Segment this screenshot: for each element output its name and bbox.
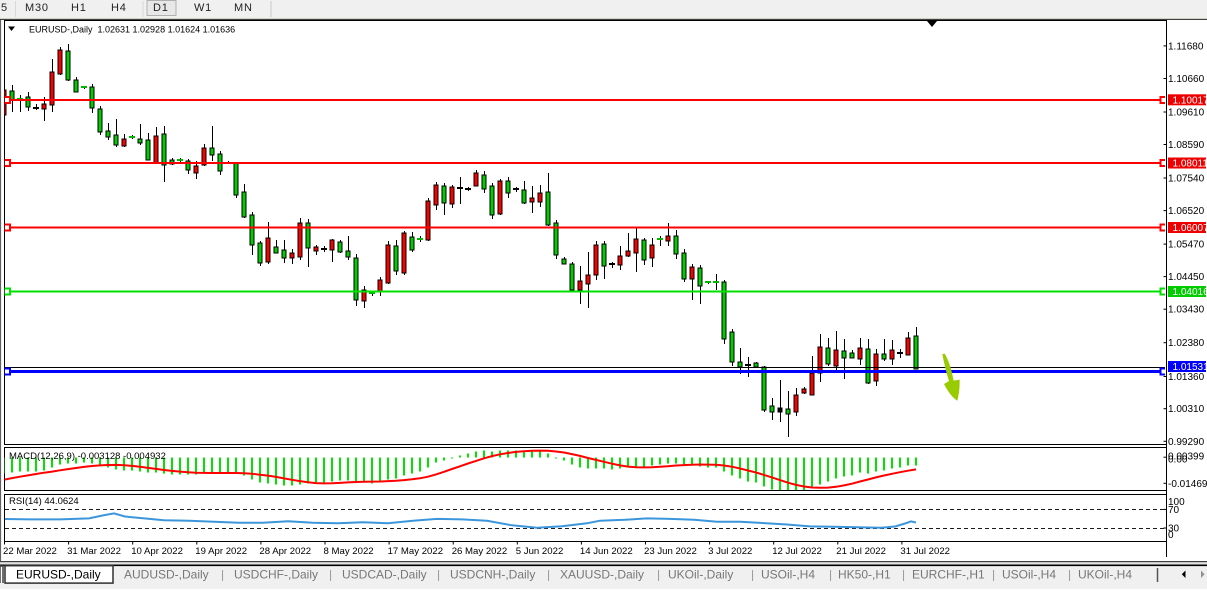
svg-text:1.08011: 1.08011	[1173, 159, 1207, 170]
svg-text:10 Apr 2022: 10 Apr 2022	[131, 546, 183, 557]
svg-text:1.01360: 1.01360	[1168, 372, 1205, 383]
svg-text:31 Jul 2022: 31 Jul 2022	[900, 546, 950, 557]
svg-text:USOil-,H4: USOil-,H4	[1002, 568, 1056, 582]
svg-text:0.99290: 0.99290	[1168, 437, 1205, 448]
svg-text:1.03430: 1.03430	[1168, 305, 1205, 316]
svg-text:HK50-,H1: HK50-,H1	[838, 568, 891, 582]
svg-text:M30: M30	[25, 2, 49, 14]
svg-text:EURUSD-,Daily 1.02631 1.02928: EURUSD-,Daily 1.02631 1.02928 1.01624 1.…	[29, 25, 235, 35]
svg-text:|: |	[992, 568, 995, 582]
svg-text:1.11680: 1.11680	[1168, 41, 1204, 52]
svg-text:1.06007: 1.06007	[1173, 223, 1207, 234]
svg-text:1.02380: 1.02380	[1168, 338, 1205, 349]
svg-text:|: |	[657, 568, 660, 582]
svg-text:MACD(12,26,9) -0.003128 -0.004: MACD(12,26,9) -0.003128 -0.004932	[9, 451, 166, 462]
svg-text:RSI(14) 44.0624: RSI(14) 44.0624	[9, 496, 79, 507]
svg-text:1.06520: 1.06520	[1168, 206, 1205, 217]
svg-text:5 Jun 2022: 5 Jun 2022	[516, 546, 563, 557]
svg-text:|: |	[902, 568, 905, 582]
svg-text:12 Jul 2022: 12 Jul 2022	[772, 546, 822, 557]
svg-text:26 May 2022: 26 May 2022	[452, 546, 507, 557]
svg-text:USDCHF-,Daily: USDCHF-,Daily	[234, 568, 318, 582]
svg-text:D1: D1	[153, 2, 169, 14]
svg-text:70: 70	[1168, 505, 1180, 516]
svg-text:H4: H4	[111, 2, 127, 14]
svg-text:31 Mar 2022: 31 Mar 2022	[67, 546, 121, 557]
svg-text:|: |	[437, 568, 440, 582]
svg-text:1.09610: 1.09610	[1168, 108, 1205, 119]
svg-text:22 Mar 2022: 22 Mar 2022	[3, 546, 57, 557]
svg-text:14 Jun 2022: 14 Jun 2022	[580, 546, 633, 557]
svg-text:0: 0	[1168, 530, 1174, 541]
svg-text:3 Jul 2022: 3 Jul 2022	[708, 546, 752, 557]
svg-text:19 Apr 2022: 19 Apr 2022	[195, 546, 247, 557]
svg-text:1.10017: 1.10017	[1173, 95, 1207, 106]
svg-text:MN: MN	[234, 2, 253, 14]
svg-text:XAUUSD-,Daily: XAUUSD-,Daily	[560, 568, 644, 582]
svg-text:UKOil-,H4: UKOil-,H4	[1078, 568, 1132, 582]
svg-text:5: 5	[1, 2, 8, 14]
svg-text:AUDUSD-,Daily: AUDUSD-,Daily	[124, 568, 209, 582]
svg-text:1.05470: 1.05470	[1168, 240, 1205, 251]
svg-text:21 Jul 2022: 21 Jul 2022	[836, 546, 886, 557]
svg-text:8 May 2022: 8 May 2022	[324, 546, 374, 557]
svg-text:W1: W1	[194, 2, 212, 14]
svg-text:|: |	[221, 568, 224, 582]
svg-text:|: |	[829, 568, 832, 582]
svg-text:1.04450: 1.04450	[1168, 272, 1205, 283]
svg-text:1.07540: 1.07540	[1168, 174, 1205, 185]
svg-text:1.04016: 1.04016	[1173, 287, 1207, 298]
svg-text:USDCAD-,Daily: USDCAD-,Daily	[342, 568, 427, 582]
svg-text:28 Apr 2022: 28 Apr 2022	[259, 546, 311, 557]
svg-text:23 Jun 2022: 23 Jun 2022	[644, 546, 697, 557]
svg-text:1.10660: 1.10660	[1168, 74, 1205, 85]
svg-text:UKOil-,Daily: UKOil-,Daily	[668, 568, 733, 582]
svg-text:USOil-,H4: USOil-,H4	[761, 568, 815, 582]
svg-text:H1: H1	[71, 2, 87, 14]
svg-text:|: |	[1068, 568, 1071, 582]
svg-text:|: |	[751, 568, 754, 582]
svg-text:0.00: 0.00	[1168, 455, 1188, 466]
svg-text:1.08590: 1.08590	[1168, 140, 1205, 151]
svg-text:|: |	[547, 568, 550, 582]
svg-text:17 May 2022: 17 May 2022	[388, 546, 443, 557]
svg-text:|: |	[329, 568, 332, 582]
svg-text:EURUSD-,Daily: EURUSD-,Daily	[16, 568, 101, 582]
svg-text:EURCHF-,H1: EURCHF-,H1	[912, 568, 985, 582]
svg-text:1.01531: 1.01531	[1173, 362, 1207, 373]
svg-text:-0.01469: -0.01469	[1168, 479, 1207, 490]
svg-text:USDCNH-,Daily: USDCNH-,Daily	[450, 568, 535, 582]
svg-text:1.00310: 1.00310	[1168, 404, 1205, 415]
